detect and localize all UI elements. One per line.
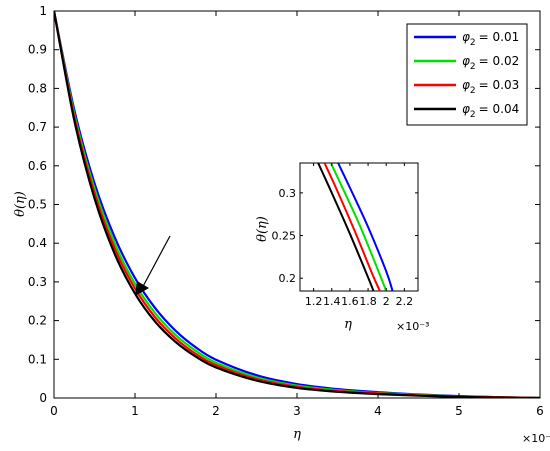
inset-x-exponent: ×10⁻³ [396, 320, 429, 333]
main-y-tick-label: 0.3 [28, 275, 47, 289]
main-y-tick-label: 0.1 [28, 352, 47, 366]
legend-label-2: φ2 = 0.02 [462, 54, 519, 72]
main-y-tick-label: 0 [39, 391, 47, 405]
inset-series-group [317, 163, 394, 291]
main-y-tick-label: 0.9 [28, 43, 47, 57]
main-x-exponent: ×10⁻³ [522, 432, 550, 445]
inset-x-tick-label: 1.6 [341, 295, 359, 308]
main-y-tick-label: 1 [39, 4, 47, 18]
main-x-tick-label: 5 [455, 404, 463, 418]
inset-y-axis-label: θ(η) [255, 216, 270, 242]
main-series-line-4 [54, 11, 540, 398]
inset-y-tick-label: 0.25 [272, 230, 297, 243]
main-x-tick-label: 1 [131, 404, 139, 418]
inset-y-axis: 0.2 0.25 0.3 [272, 187, 418, 285]
main-y-tick-label: 0.4 [28, 236, 47, 250]
main-x-tick-label: 3 [293, 404, 301, 418]
inset-x-axis: 1.2 1.4 1.6 1.8 2 2.2 [305, 163, 413, 308]
main-y-tick-label: 0.2 [28, 314, 47, 328]
inset-x-tick-label: 2 [383, 295, 390, 308]
main-x-tick-label: 4 [374, 404, 382, 418]
inset-x-tick-label: 1.4 [323, 295, 341, 308]
inset-series-line-2 [329, 163, 388, 291]
inset-y-tick-label: 0.2 [279, 272, 297, 285]
legend-label-4: φ2 = 0.04 [462, 102, 519, 120]
main-y-tick-label: 0.7 [28, 120, 47, 134]
main-x-tick-label: 0 [50, 404, 58, 418]
main-x-tick-label: 2 [212, 404, 220, 418]
inset-x-tick-label: 2.2 [396, 295, 414, 308]
inset-plot-frame [299, 162, 419, 292]
decrease-arrow [135, 235, 171, 296]
main-y-axis: 0 0.1 0.2 0.3 0.4 0.5 0.6 0.7 0.8 0.9 1 [28, 4, 540, 405]
main-x-axis-label: η [293, 427, 301, 442]
main-y-tick-label: 0.8 [28, 81, 47, 95]
main-y-axis-label: θ(η) [13, 191, 28, 217]
main-x-tick-label: 6 [536, 404, 544, 418]
inset-plot: 1.2 1.4 1.6 1.8 2 2.2 0.2 0.25 0.3 η ×10⁻³ θ(η) [255, 162, 429, 333]
inset-x-tick-label: 1.2 [305, 295, 323, 308]
inset-y-tick-label: 0.3 [279, 187, 297, 200]
inset-x-tick-label: 1.8 [359, 295, 377, 308]
legend: φ2 = 0.01 φ2 = 0.02 φ2 = 0.03 φ2 = 0.04 [406, 23, 528, 126]
main-series-group [54, 11, 540, 398]
main-y-tick-label: 0.6 [28, 159, 47, 173]
inset-series-line-4 [317, 163, 375, 291]
legend-label-3: φ2 = 0.03 [462, 78, 519, 96]
legend-label-1: φ2 = 0.01 [462, 30, 519, 48]
inset-x-axis-label: η [344, 317, 352, 332]
inset-series-line-3 [323, 163, 381, 291]
inset-series-line-1 [337, 163, 394, 291]
main-x-axis: 0 1 2 3 4 5 6 [50, 11, 544, 418]
main-y-tick-label: 0.5 [28, 198, 47, 212]
